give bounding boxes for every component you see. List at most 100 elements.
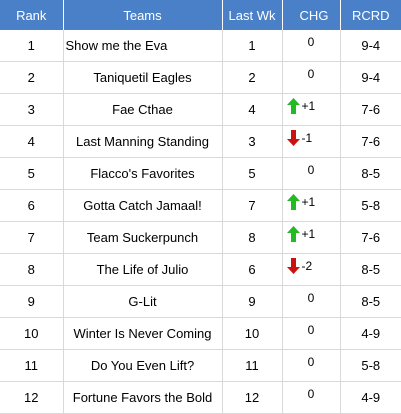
table-row: 12 Fortune Favors the Bold 12 0 4-9 (0, 381, 401, 414)
rank-cell: 8 (0, 253, 64, 286)
header-rank: Rank (0, 0, 64, 30)
arrow-up-icon (286, 226, 300, 242)
record-cell: 5-8 (340, 349, 401, 382)
rank-cell: 2 (0, 61, 64, 94)
table-row: 7 Team Suckerpunch 8 +1 7-6 (0, 221, 401, 254)
change-indicator: -2 (286, 258, 340, 274)
team-name-cell: Winter Is Never Coming (63, 317, 223, 350)
last-week-cell: 12 (222, 381, 283, 414)
last-week-cell: 10 (222, 317, 283, 350)
team-name-cell: G-Lit (63, 285, 223, 318)
record-cell: 9-4 (340, 61, 401, 94)
table-row: 2 Taniquetil Eagles 2 0 9-4 (0, 61, 401, 94)
last-week-cell: 5 (222, 157, 283, 190)
change-value: 0 (307, 323, 315, 337)
record-cell: 7-6 (340, 93, 401, 126)
last-week-cell: 6 (222, 253, 283, 286)
header-chg: CHG (282, 0, 341, 30)
change-cell: 0 (282, 157, 341, 190)
change-cell: -1 (282, 125, 341, 158)
change-indicator: -1 (286, 130, 340, 146)
team-name-cell: Do You Even Lift? (63, 349, 223, 382)
rank-cell: 10 (0, 317, 64, 350)
record-cell: 4-9 (340, 381, 401, 414)
change-indicator: 0 (283, 34, 340, 50)
team-name-cell: Last Manning Standing (63, 125, 223, 158)
last-week-cell: 9 (222, 285, 283, 318)
rank-cell: 7 (0, 221, 64, 254)
change-value: -2 (301, 259, 313, 273)
change-indicator: 0 (283, 290, 340, 306)
rank-cell: 6 (0, 189, 64, 222)
record-cell: 7-6 (340, 221, 401, 254)
change-cell: 0 (282, 61, 341, 94)
team-name-cell: Team Suckerpunch (63, 221, 223, 254)
last-week-cell: 11 (222, 349, 283, 382)
table-row: 1 Show me the Eva 1 0 9-4 (0, 30, 401, 62)
rank-cell: 9 (0, 285, 64, 318)
table-row: 6 Gotta Catch Jamaal! 7 +1 5-8 (0, 189, 401, 222)
change-indicator: +1 (286, 194, 340, 210)
team-name-cell: Flacco's Favorites (63, 157, 223, 190)
header-teams: Teams (63, 0, 223, 30)
table-row: 3 Fae Cthae 4 +1 7-6 (0, 93, 401, 126)
last-week-cell: 1 (222, 30, 283, 62)
change-value: 0 (307, 355, 315, 369)
header-last-wk: Last Wk (222, 0, 283, 30)
change-value: 0 (307, 35, 315, 49)
record-cell: 8-5 (340, 157, 401, 190)
record-cell: 9-4 (340, 30, 401, 62)
last-week-cell: 4 (222, 93, 283, 126)
change-cell: 0 (282, 349, 341, 382)
team-name-cell: Taniquetil Eagles (63, 61, 223, 94)
change-indicator: 0 (283, 162, 340, 178)
record-cell: 5-8 (340, 189, 401, 222)
change-value: 0 (307, 163, 315, 177)
change-value: 0 (307, 387, 315, 401)
change-indicator: 0 (283, 66, 340, 82)
rank-cell: 4 (0, 125, 64, 158)
change-value: 0 (307, 67, 315, 81)
record-cell: 8-5 (340, 285, 401, 318)
change-cell: +1 (282, 221, 341, 254)
change-indicator: 0 (283, 386, 340, 402)
table-row: 9 G-Lit 9 0 8-5 (0, 285, 401, 318)
rank-cell: 5 (0, 157, 64, 190)
change-indicator: +1 (286, 98, 340, 114)
arrow-down-icon (286, 130, 300, 146)
table-header: Rank Teams Last Wk CHG RCRD (0, 0, 401, 30)
table-row: 8 The Life of Julio 6 -2 8-5 (0, 253, 401, 286)
rank-cell: 11 (0, 349, 64, 382)
change-value: -1 (301, 131, 313, 145)
header-row: Rank Teams Last Wk CHG RCRD (0, 0, 401, 30)
rank-cell: 3 (0, 93, 64, 126)
arrow-up-icon (286, 98, 300, 114)
last-week-cell: 3 (222, 125, 283, 158)
table-row: 5 Flacco's Favorites 5 0 8-5 (0, 157, 401, 190)
change-cell: +1 (282, 93, 341, 126)
last-week-cell: 8 (222, 221, 283, 254)
team-name-cell: Show me the Eva (63, 30, 223, 62)
change-value: +1 (301, 195, 316, 209)
header-rcrd: RCRD (340, 0, 401, 30)
change-indicator: 0 (283, 354, 340, 370)
last-week-cell: 2 (222, 61, 283, 94)
change-indicator: 0 (283, 322, 340, 338)
rank-cell: 1 (0, 30, 64, 62)
record-cell: 7-6 (340, 125, 401, 158)
table-row: 11 Do You Even Lift? 11 0 5-8 (0, 349, 401, 382)
team-name-cell: Gotta Catch Jamaal! (63, 189, 223, 222)
change-cell: 0 (282, 381, 341, 414)
change-cell: 0 (282, 317, 341, 350)
change-value: +1 (301, 99, 316, 113)
change-indicator: +1 (286, 226, 340, 242)
record-cell: 8-5 (340, 253, 401, 286)
record-cell: 4-9 (340, 317, 401, 350)
table-body: 1 Show me the Eva 1 0 9-4 2 Taniquetil Eagles 2… (0, 30, 401, 414)
team-name-cell: Fortune Favors the Bold (63, 381, 223, 414)
change-cell: 0 (282, 285, 341, 318)
change-cell: +1 (282, 189, 341, 222)
change-value: 0 (307, 291, 315, 305)
change-cell: 0 (282, 30, 341, 62)
